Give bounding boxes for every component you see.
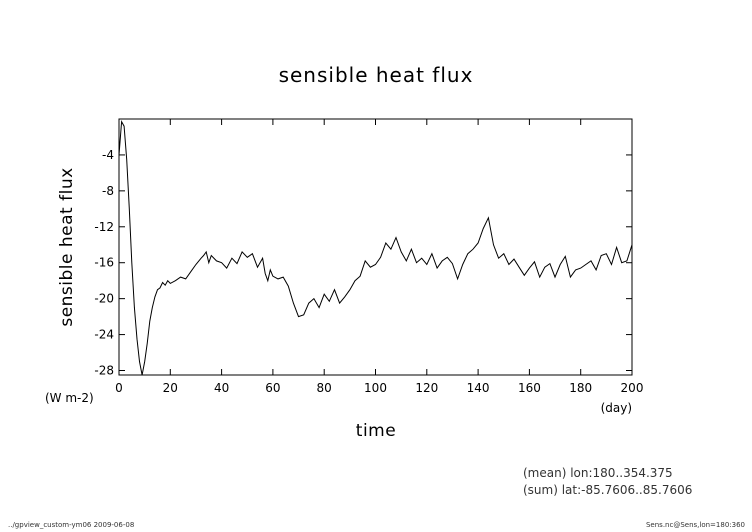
y-unit-label: (W m-2) bbox=[45, 391, 94, 405]
plot-frame bbox=[118, 118, 633, 376]
y-axis: -28 -24 -20 -16 -12 -8 -4 bbox=[94, 148, 632, 378]
x-tick-label: 0 bbox=[115, 381, 123, 395]
footer-left: ../gpview_custom-ym06 2009-06-08 bbox=[8, 521, 134, 529]
y-tick-label: -4 bbox=[102, 148, 114, 162]
x-axis-title: time bbox=[356, 421, 396, 441]
y-axis-title: sensible heat flux bbox=[57, 167, 77, 326]
x-tick-label: 120 bbox=[415, 381, 438, 395]
series-line bbox=[118, 120, 633, 376]
y-tick-label: -20 bbox=[94, 292, 114, 306]
footer-right: Sens.nc@Sens,lon=180:360 bbox=[646, 521, 745, 529]
x-tick-label: 160 bbox=[518, 381, 541, 395]
x-tick-label: 140 bbox=[467, 381, 490, 395]
x-tick-label: 60 bbox=[265, 381, 280, 395]
sum-note: (sum) lat:-85.7606..85.7606 bbox=[523, 483, 692, 497]
x-axis: 0 20 40 60 80 100 120 140 160 180 200 bbox=[115, 119, 643, 395]
x-tick-label: 100 bbox=[364, 381, 387, 395]
mean-note: (mean) lon:180..354.375 bbox=[523, 466, 673, 480]
x-tick-label: 200 bbox=[621, 381, 644, 395]
y-tick-label: -8 bbox=[102, 184, 114, 198]
y-tick-label: -16 bbox=[94, 256, 114, 270]
x-tick-label: 40 bbox=[214, 381, 229, 395]
x-unit-label: (day) bbox=[601, 401, 632, 415]
y-tick-label: -24 bbox=[94, 328, 114, 342]
x-tick-label: 180 bbox=[569, 381, 592, 395]
y-tick-label: -28 bbox=[94, 364, 114, 378]
chart-title: sensible heat flux bbox=[279, 63, 474, 87]
x-tick-label: 20 bbox=[163, 381, 178, 395]
x-tick-label: 80 bbox=[317, 381, 332, 395]
y-tick-label: -12 bbox=[94, 220, 114, 234]
